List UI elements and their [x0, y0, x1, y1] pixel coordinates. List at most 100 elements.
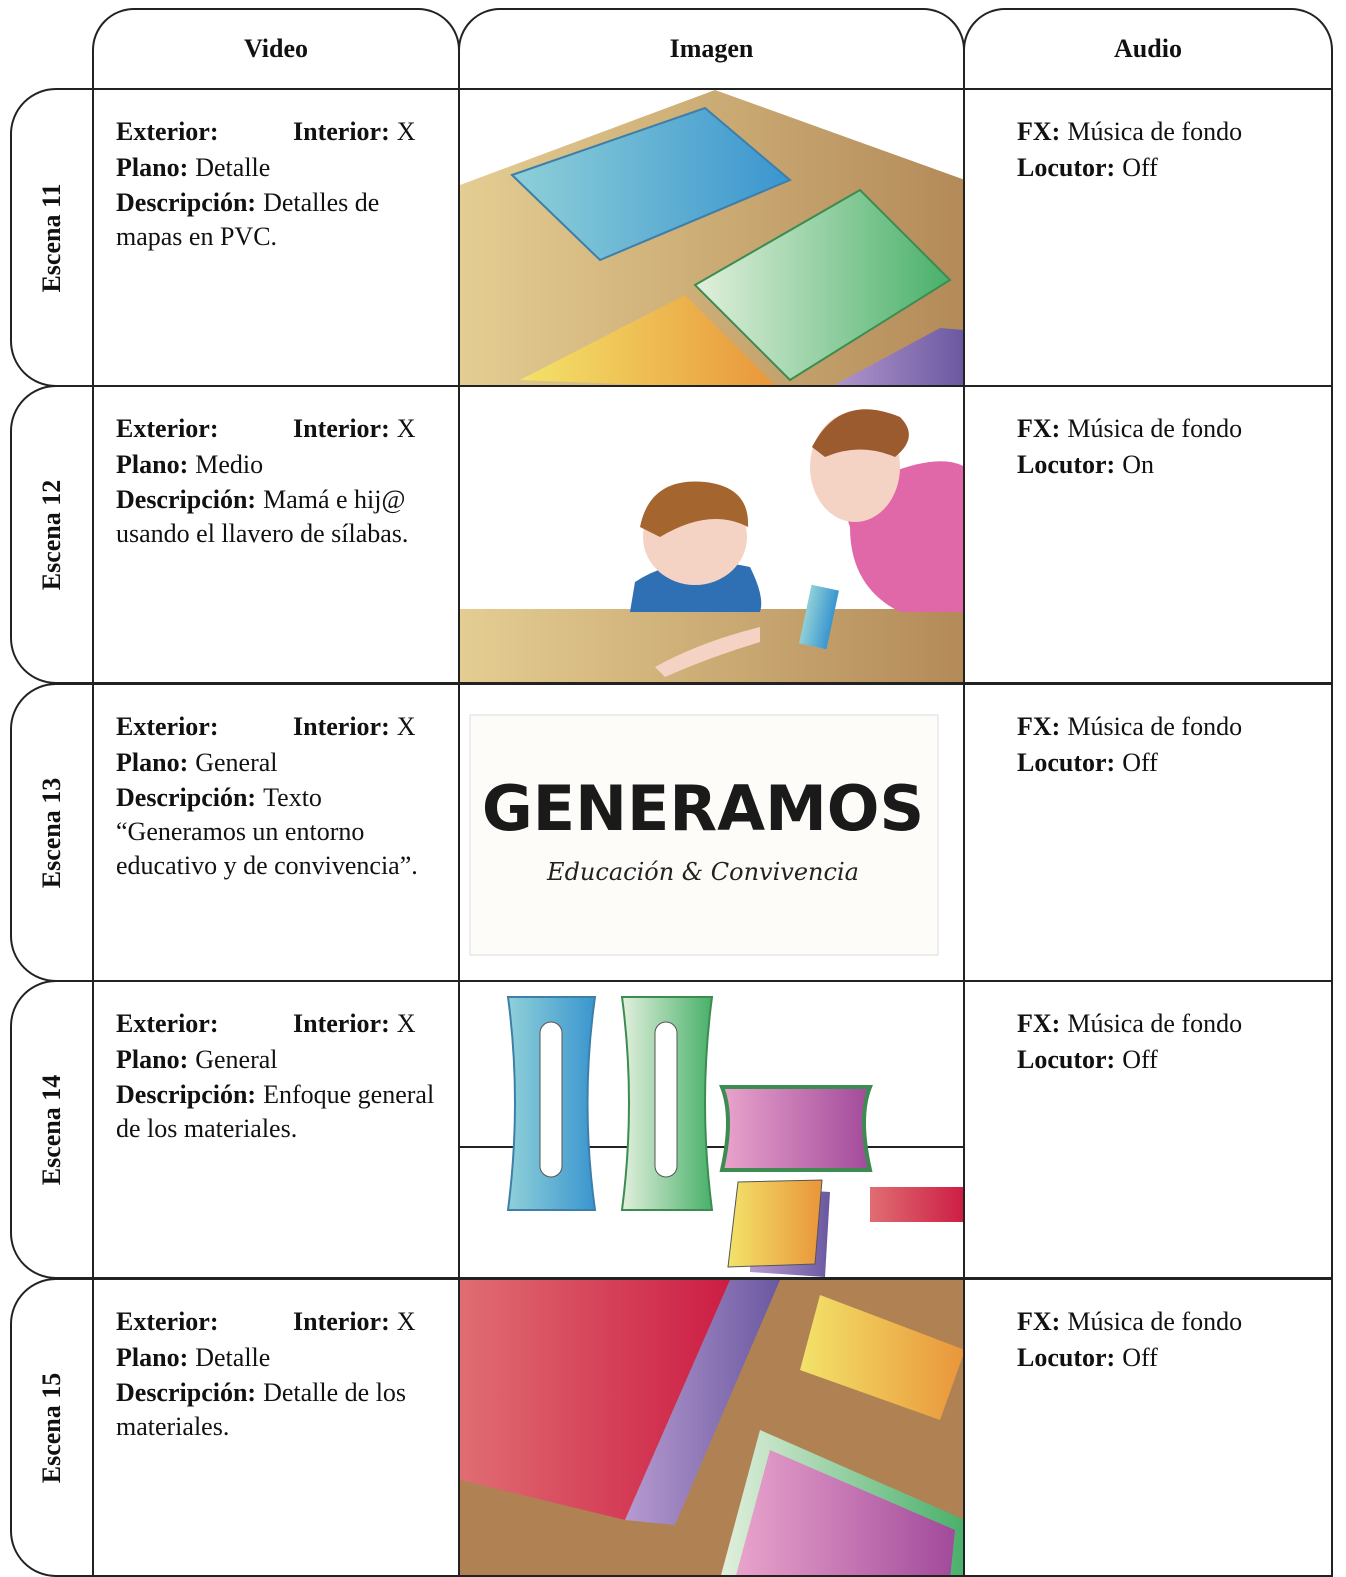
- descripcion-value: Detalles de mapas en PVC.: [116, 188, 380, 251]
- fx-line: FX: Música de fondo: [1017, 1304, 1309, 1340]
- video-cell: Exterior: Interior: X Plano: Detalle Descripc…: [92, 88, 460, 387]
- plano-value: Detalle: [195, 153, 271, 182]
- plano-label: Plano:: [116, 153, 189, 182]
- descripcion-line: Descripción: Enfoque general de los mater…: [116, 1078, 436, 1146]
- illustration-shape: [719, 1085, 873, 1172]
- video-cell: Exterior: Interior: X Plano: General Descripc…: [92, 683, 460, 982]
- locutor-line: Locutor: Off: [1017, 150, 1309, 186]
- locutor-line: Locutor: Off: [1017, 1042, 1309, 1078]
- video-cell: Exterior: Interior: X Plano: Medio Descripció…: [92, 385, 460, 684]
- illustration-shape: [727, 1179, 823, 1268]
- locutor-line: Locutor: Off: [1017, 745, 1309, 781]
- illustration: [460, 90, 963, 385]
- fx-value: Música de fondo: [1067, 414, 1243, 443]
- header-text: Imagen: [669, 34, 754, 63]
- plano-line: Plano: General: [116, 745, 436, 781]
- illustration-shape: [520, 295, 775, 385]
- interior-line: Exterior: Interior: X: [116, 114, 436, 150]
- illustration-shape: [654, 1021, 678, 1178]
- audio-cell: FX: Música de fondo Locutor: Off: [963, 683, 1333, 982]
- interior-value: X: [396, 1009, 416, 1038]
- exterior-label: Exterior:: [116, 1009, 219, 1038]
- illustration-shape: [736, 1450, 955, 1575]
- audio-cell: FX: Música de fondo Locutor: Off: [963, 88, 1333, 387]
- fx-value: Música de fondo: [1067, 712, 1243, 741]
- image-cell: [458, 385, 965, 684]
- header-cell: Audio: [963, 8, 1333, 90]
- illustration: [460, 387, 963, 682]
- locutor-value: Off: [1122, 1045, 1158, 1074]
- interior-label: Interior:: [293, 712, 390, 741]
- illustration-shape: [625, 1280, 780, 1525]
- fx-label: FX:: [1017, 1009, 1061, 1038]
- fx-line: FX: Música de fondo: [1017, 709, 1309, 745]
- plano-line: Plano: Medio: [116, 447, 436, 483]
- plano-line: Plano: General: [116, 1042, 436, 1078]
- locutor-label: Locutor:: [1017, 450, 1116, 479]
- descripcion-value: Detalle de los materiales.: [116, 1378, 407, 1441]
- scene-label-cell: Escena 14: [10, 980, 94, 1279]
- plano-value: Detalle: [195, 1343, 271, 1372]
- header-cell: Video: [92, 8, 460, 90]
- illustration-shape: [510, 106, 792, 262]
- locutor-label: Locutor:: [1017, 748, 1116, 777]
- exterior-label: Exterior:: [116, 117, 219, 146]
- plano-value: General: [195, 748, 278, 777]
- illustration-shape: [870, 1187, 963, 1222]
- locutor-value: Off: [1122, 748, 1158, 777]
- scene-label: Escena 14: [37, 1074, 66, 1185]
- illustration-shape: [812, 409, 909, 457]
- image-title: GENERAMOS: [482, 772, 924, 845]
- descripcion-line: Descripción: Mamá e hij@ usando el llaver…: [116, 483, 436, 551]
- locutor-value: On: [1122, 450, 1154, 479]
- header-cell: Imagen: [458, 8, 965, 90]
- fx-line: FX: Música de fondo: [1017, 411, 1309, 447]
- plano-line: Plano: Detalle: [116, 1340, 436, 1376]
- descripcion-value: Mamá e hij@ usando el llavero de sílabas…: [116, 485, 409, 548]
- plano-value: Medio: [195, 450, 264, 479]
- fx-line: FX: Música de fondo: [1017, 1006, 1309, 1042]
- scene-label: Escena 15: [37, 1372, 66, 1483]
- locutor-value: Off: [1122, 153, 1158, 182]
- descripcion-line: Descripción: Detalle de los materiales.: [116, 1376, 436, 1444]
- interior-value: X: [396, 414, 416, 443]
- exterior-label: Exterior:: [116, 712, 219, 741]
- descripcion-value: Texto “Generamos un entorno educativo y …: [116, 783, 418, 880]
- interior-value: X: [396, 1307, 416, 1336]
- illustration: [460, 1280, 963, 1575]
- video-cell: Exterior: Interior: X Plano: Detalle Descripc…: [92, 1278, 460, 1577]
- locutor-line: Locutor: On: [1017, 447, 1309, 483]
- interior-label: Interior:: [293, 117, 390, 146]
- audio-cell: FX: Música de fondo Locutor: Off: [963, 980, 1333, 1279]
- illustration: [460, 982, 963, 1277]
- header-text: Audio: [1114, 34, 1182, 63]
- image-cell: [458, 1278, 965, 1577]
- fx-label: FX:: [1017, 117, 1061, 146]
- interior-line: Exterior: Interior: X: [116, 411, 436, 447]
- interior-value: X: [396, 712, 416, 741]
- plano-label: Plano:: [116, 1045, 189, 1074]
- image-cell: GENERAMOS Educación & Convivencia: [458, 683, 965, 982]
- locutor-label: Locutor:: [1017, 1045, 1116, 1074]
- descripcion-label: Descripción:: [116, 1378, 257, 1407]
- audio-cell: FX: Música de fondo Locutor: Off: [963, 1278, 1333, 1577]
- locutor-label: Locutor:: [1017, 1343, 1116, 1372]
- interior-value: X: [396, 117, 416, 146]
- plano-label: Plano:: [116, 748, 189, 777]
- illustration-shape: [799, 584, 839, 650]
- descripcion-label: Descripción:: [116, 1080, 257, 1109]
- interior-line: Exterior: Interior: X: [116, 709, 436, 745]
- scene-label: Escena 13: [37, 777, 66, 888]
- descripcion-line: Descripción: Texto “Generamos un entorno …: [116, 781, 436, 883]
- locutor-label: Locutor:: [1017, 153, 1116, 182]
- fx-line: FX: Música de fondo: [1017, 114, 1309, 150]
- fx-value: Música de fondo: [1067, 117, 1243, 146]
- fx-value: Música de fondo: [1067, 1009, 1243, 1038]
- descripcion-line: Descripción: Detalles de mapas en PVC.: [116, 186, 436, 254]
- plano-line: Plano: Detalle: [116, 150, 436, 186]
- exterior-label: Exterior:: [116, 414, 219, 443]
- scene-label-cell: Escena 11: [10, 88, 94, 387]
- illustration-shape: [800, 1295, 963, 1420]
- scene-label-cell: Escena 12: [10, 385, 94, 684]
